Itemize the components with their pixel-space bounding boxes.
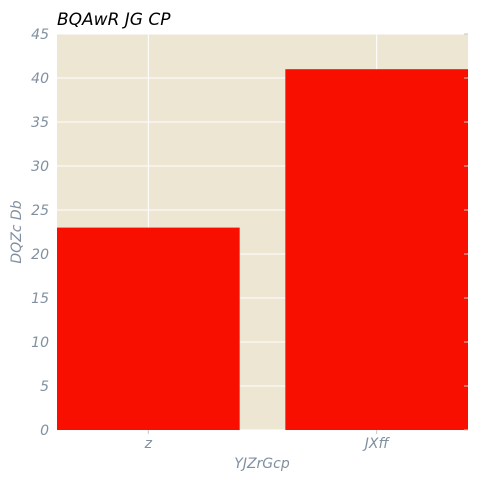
y-tick-label: 20 — [31, 247, 49, 263]
y-tick-label: 45 — [31, 27, 49, 43]
y-tick-label: 40 — [31, 71, 49, 87]
x-tick-label: JXff — [362, 436, 391, 452]
x-tick-label: z — [144, 436, 153, 452]
y-tick-label: 15 — [31, 291, 49, 307]
y-tick-label: 35 — [31, 115, 49, 131]
bar-jxff — [285, 69, 468, 430]
y-tick-label: 25 — [31, 203, 49, 219]
chart-title: BQAwR JG CP — [57, 10, 171, 30]
y-tick-label: 0 — [40, 423, 49, 439]
x-axis-label: YJZrGcp — [234, 456, 290, 472]
axis-ticks: 0 5 10 15 20 25 30 35 40 45 z JXff — [31, 27, 468, 452]
y-tick-label: 10 — [31, 335, 49, 351]
y-tick-label: 5 — [40, 379, 49, 395]
y-tick-label: 30 — [31, 159, 49, 175]
y-axis-label: DQZc Db — [9, 200, 25, 263]
bars — [57, 69, 468, 430]
bar-z — [57, 227, 240, 430]
